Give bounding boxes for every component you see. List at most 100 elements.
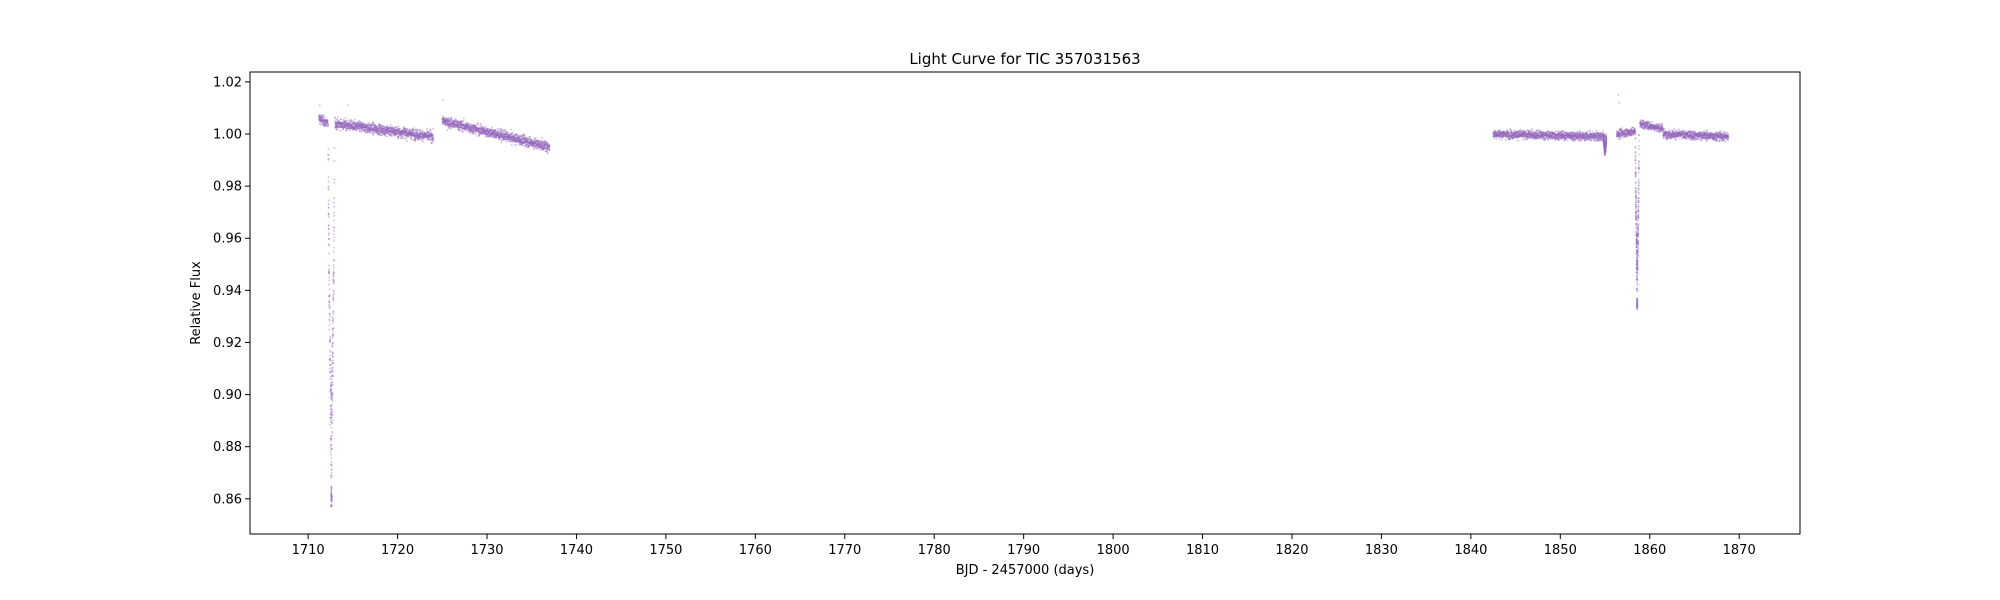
data-point: [360, 121, 362, 124]
data-point: [342, 122, 345, 125]
data-point: [335, 122, 338, 124]
data-point: [484, 125, 487, 128]
data-point: [340, 123, 343, 126]
data-point: [355, 124, 358, 126]
data-point: [337, 125, 340, 128]
data-point: [320, 119, 323, 121]
data-point: [344, 119, 346, 122]
data-point: [341, 126, 344, 128]
data-point: [323, 119, 325, 122]
data-point: [335, 118, 338, 121]
data-point: [345, 127, 348, 130]
data-point: [342, 126, 345, 128]
data-point: [346, 124, 348, 127]
data-point: [339, 124, 342, 127]
data-point: [344, 122, 347, 125]
data-point: [343, 126, 346, 129]
data-point: [372, 122, 375, 124]
data-point: [325, 119, 328, 122]
data-point: [342, 127, 345, 130]
data-point: [355, 125, 358, 128]
data-point: [417, 131, 419, 134]
data-point: [324, 116, 326, 119]
data-point: [321, 123, 324, 126]
data-point: [320, 119, 323, 121]
data-point: [343, 124, 346, 126]
data-point: [354, 123, 357, 126]
data-point: [479, 122, 482, 125]
data-point: [352, 121, 355, 124]
data-point: [320, 119, 322, 122]
data-point: [335, 125, 338, 128]
data-point: [337, 122, 340, 125]
data-point: [324, 121, 327, 124]
data-point: [336, 121, 339, 124]
data-point: [324, 124, 326, 127]
data-point: [450, 127, 453, 130]
data-point: [336, 121, 338, 124]
data-point: [511, 131, 514, 134]
data-point: [353, 125, 356, 128]
data-point: [348, 125, 350, 128]
data-point: [353, 126, 356, 128]
data-point: [463, 117, 465, 120]
data-point: [352, 124, 355, 127]
data-point: [340, 118, 343, 121]
data-point: [334, 125, 337, 128]
data-point: [319, 121, 322, 123]
data-point: [356, 125, 359, 127]
data-point: [350, 125, 353, 127]
data-point: [349, 125, 352, 128]
data-point: [546, 151, 549, 154]
data-point: [353, 129, 355, 131]
data-point: [322, 122, 325, 125]
data-point: [382, 125, 385, 127]
data-point: [1669, 130, 1671, 133]
data-point: [431, 140, 434, 143]
data-point: [339, 122, 342, 125]
data-point: [410, 137, 413, 140]
data-point: [347, 126, 350, 129]
data-point: [352, 127, 355, 129]
data-point: [319, 114, 322, 117]
data-point: [319, 119, 322, 122]
data-point: [344, 122, 347, 124]
data-point: [321, 116, 323, 118]
data-point: [342, 127, 345, 129]
data-point: [338, 126, 341, 129]
data-point: [1675, 129, 1678, 132]
data-point: [344, 126, 347, 129]
data-point: [321, 116, 324, 119]
data-point: [339, 126, 341, 129]
data-point: [323, 120, 326, 123]
data-point: [419, 129, 422, 132]
data-point: [352, 128, 355, 130]
data-point: [477, 123, 479, 125]
data-point: [324, 119, 327, 122]
data-point: [372, 134, 375, 137]
data-point: [318, 116, 321, 119]
data-point: [354, 128, 357, 130]
data-point: [342, 125, 345, 128]
data-point: [341, 124, 343, 126]
data-point: [326, 120, 328, 123]
data-point: [323, 122, 325, 124]
data-point: [319, 118, 321, 121]
data-point: [341, 125, 343, 128]
data-point: [548, 148, 551, 151]
data-point: [389, 123, 392, 126]
data-point: [409, 128, 412, 131]
chart-title: Light Curve for TIC 357031563: [909, 50, 1140, 68]
data-point: [335, 122, 338, 125]
data-point: [324, 122, 327, 125]
data-point: [335, 126, 337, 129]
data-point: [319, 114, 321, 117]
data-point: [345, 129, 348, 132]
data-point: [338, 122, 340, 125]
data-point: [352, 126, 355, 128]
data-point: [325, 120, 327, 122]
data-point: [348, 126, 350, 128]
data-point: [350, 119, 353, 121]
data-point: [334, 117, 336, 120]
